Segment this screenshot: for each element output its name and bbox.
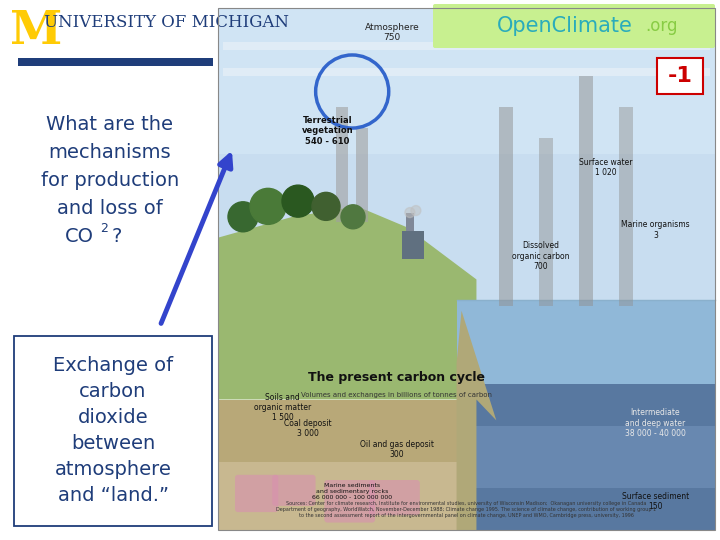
Bar bbox=[618, 107, 633, 306]
Text: mechanisms: mechanisms bbox=[49, 143, 171, 162]
Text: Marine organisms
3: Marine organisms 3 bbox=[621, 220, 690, 240]
Text: Marine sediments
and sedimentary rocks
66 000 000 - 100 000 000: Marine sediments and sedimentary rocks 6… bbox=[312, 483, 392, 500]
Bar bbox=[402, 231, 424, 259]
Text: Exchange of: Exchange of bbox=[53, 356, 173, 375]
Text: dioxide: dioxide bbox=[78, 408, 148, 427]
Text: 750: 750 bbox=[383, 33, 400, 42]
Circle shape bbox=[282, 185, 314, 217]
Polygon shape bbox=[218, 400, 477, 462]
Text: Volumes and exchanges in billions of tonnes of carbon: Volumes and exchanges in billions of ton… bbox=[302, 392, 492, 398]
Bar bbox=[223, 42, 710, 50]
Circle shape bbox=[341, 205, 365, 229]
FancyBboxPatch shape bbox=[324, 480, 375, 523]
Circle shape bbox=[411, 206, 421, 215]
Bar bbox=[336, 107, 348, 222]
Text: Surface sediment
150: Surface sediment 150 bbox=[622, 492, 689, 511]
Text: OpenClimate: OpenClimate bbox=[497, 16, 633, 36]
Text: CO: CO bbox=[65, 227, 94, 246]
Bar bbox=[456, 384, 715, 530]
FancyBboxPatch shape bbox=[272, 475, 315, 506]
Text: Intermediate
and deep water
38 000 - 40 000: Intermediate and deep water 38 000 - 40 … bbox=[625, 408, 685, 438]
Bar bbox=[18, 58, 213, 66]
Text: What are the: What are the bbox=[47, 115, 174, 134]
Bar bbox=[356, 128, 368, 222]
Bar bbox=[539, 138, 553, 306]
Bar bbox=[223, 68, 710, 76]
Bar bbox=[218, 8, 715, 321]
FancyBboxPatch shape bbox=[369, 480, 420, 515]
Bar bbox=[456, 426, 715, 488]
Text: Oil and gas deposit
300: Oil and gas deposit 300 bbox=[360, 440, 434, 459]
Bar bbox=[14, 336, 212, 526]
Text: 2: 2 bbox=[100, 222, 108, 235]
Text: Sources: Center for climate research, Institute for environmental studies, unive: Sources: Center for climate research, In… bbox=[276, 502, 657, 518]
Circle shape bbox=[228, 202, 258, 232]
Text: -1: -1 bbox=[667, 66, 693, 86]
Text: Terrestrial
vegetation
540 - 610: Terrestrial vegetation 540 - 610 bbox=[302, 116, 353, 146]
Text: UNIVERSITY OF MICHIGAN: UNIVERSITY OF MICHIGAN bbox=[44, 14, 289, 31]
Bar bbox=[218, 8, 715, 154]
Text: M: M bbox=[10, 8, 63, 54]
Bar bbox=[406, 213, 414, 231]
Bar bbox=[499, 107, 513, 306]
Polygon shape bbox=[218, 462, 477, 530]
Text: Coal deposit
3 000: Coal deposit 3 000 bbox=[284, 418, 331, 438]
FancyBboxPatch shape bbox=[235, 475, 278, 512]
Bar bbox=[456, 300, 715, 384]
Circle shape bbox=[312, 192, 340, 220]
Text: Dissolved
organic carbon
700: Dissolved organic carbon 700 bbox=[513, 241, 570, 271]
Polygon shape bbox=[218, 206, 477, 400]
Circle shape bbox=[405, 207, 415, 218]
Text: ?: ? bbox=[112, 227, 122, 246]
Bar bbox=[218, 8, 715, 530]
FancyBboxPatch shape bbox=[433, 4, 715, 48]
Bar bbox=[579, 76, 593, 306]
Bar bbox=[657, 58, 703, 94]
Text: and loss of: and loss of bbox=[57, 199, 163, 218]
Text: .org: .org bbox=[645, 17, 678, 35]
Polygon shape bbox=[456, 310, 496, 530]
Text: Atmosphere: Atmosphere bbox=[364, 23, 419, 32]
Text: The present carbon cycle: The present carbon cycle bbox=[308, 371, 485, 384]
Text: carbon: carbon bbox=[79, 382, 147, 401]
Text: and “land.”: and “land.” bbox=[58, 486, 168, 505]
Bar bbox=[0, 0, 720, 52]
Text: between: between bbox=[71, 434, 155, 453]
Text: for production: for production bbox=[41, 171, 179, 190]
Text: atmosphere: atmosphere bbox=[55, 460, 171, 479]
Text: Soils and
organic matter
1 500: Soils and organic matter 1 500 bbox=[254, 393, 311, 422]
Text: Surface water
1 020: Surface water 1 020 bbox=[579, 158, 632, 177]
Circle shape bbox=[250, 188, 286, 224]
